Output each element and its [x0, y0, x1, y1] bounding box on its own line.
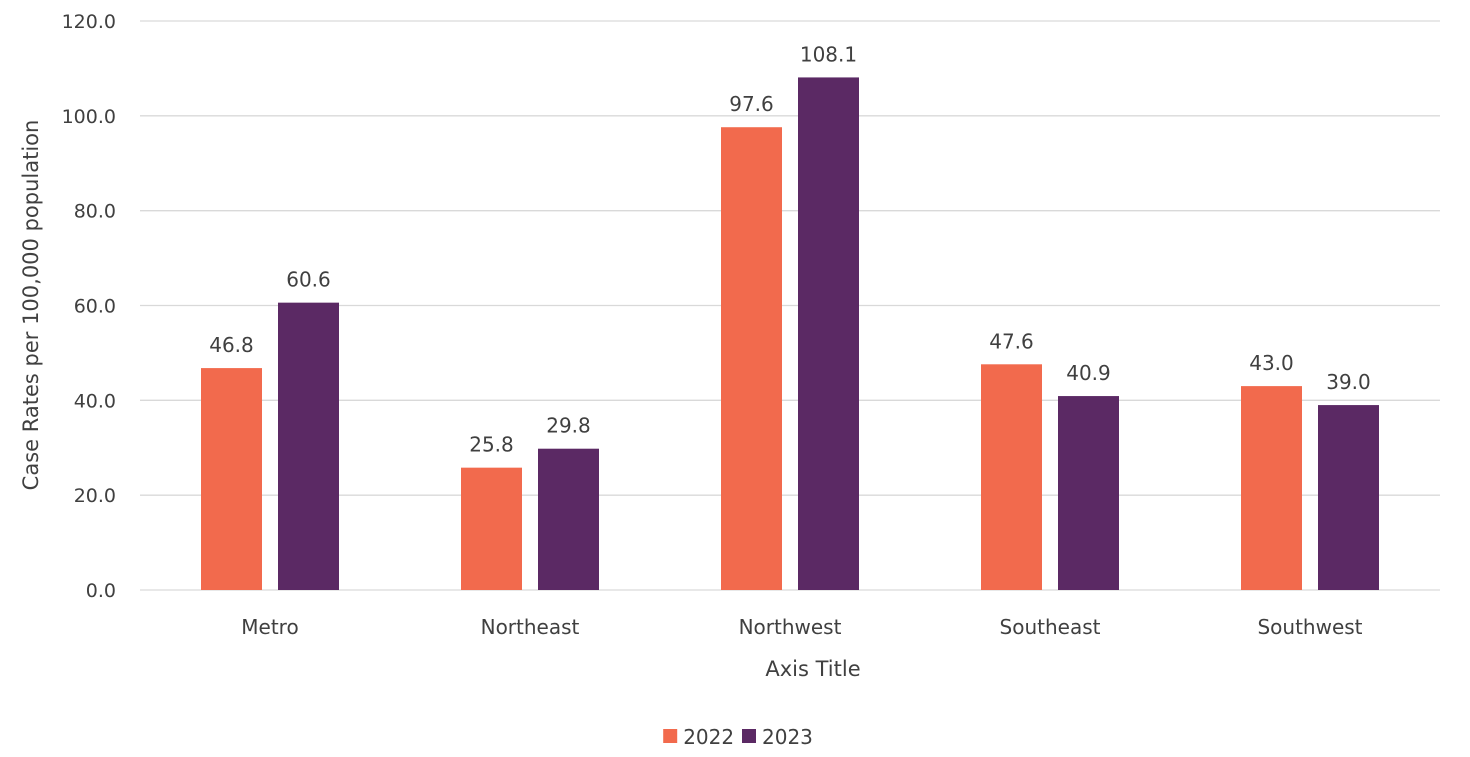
x-category-label: Metro	[241, 615, 298, 639]
data-labels: 46.8 60.6 25.8 29.8 97.6 108.1 47.6 40.9 43.0 39.…	[209, 42, 1371, 456]
x-category-label: Southeast	[1000, 615, 1101, 639]
y-axis-ticks: 0.0 20.0 40.0 60.0 80.0 100.0 120.0	[62, 11, 116, 602]
legend: 2022 2023	[663, 725, 813, 749]
bar-2023-northwest	[798, 77, 859, 590]
bar-2023-metro	[278, 302, 339, 590]
legend-label: 2023	[762, 725, 813, 749]
data-label: 39.0	[1326, 370, 1371, 394]
y-tick-label: 0.0	[86, 580, 116, 602]
x-category-label: Northwest	[739, 615, 842, 639]
x-category-label: Southwest	[1257, 615, 1362, 639]
y-tick-label: 40.0	[74, 390, 116, 412]
bar-2022-southwest	[1241, 386, 1302, 590]
data-label: 97.6	[729, 92, 774, 116]
legend-swatch-2023	[742, 729, 756, 743]
data-label: 29.8	[546, 414, 591, 438]
y-tick-label: 20.0	[74, 485, 116, 507]
data-label: 60.6	[286, 268, 331, 292]
data-label: 108.1	[800, 42, 857, 66]
bar-2022-metro	[201, 368, 262, 590]
data-label: 25.8	[469, 433, 514, 457]
bar-2022-southeast	[981, 364, 1042, 590]
legend-label: 2022	[683, 725, 734, 749]
x-category-label: Northeast	[481, 615, 580, 639]
y-tick-label: 80.0	[74, 201, 116, 223]
bar-2023-southeast	[1058, 396, 1119, 590]
legend-swatch-2022	[663, 729, 678, 743]
x-axis-title: Axis Title	[765, 657, 860, 681]
data-label: 46.8	[209, 333, 254, 357]
y-axis-title: Case Rates per 100,000 population	[19, 120, 43, 491]
data-label: 47.6	[989, 329, 1034, 353]
y-tick-label: 100.0	[62, 106, 116, 128]
data-label: 40.9	[1066, 361, 1111, 385]
bar-2022-northeast	[461, 467, 522, 590]
y-tick-label: 60.0	[74, 296, 116, 318]
x-axis-categories: Metro Northeast Northwest Southeast Southwes…	[241, 615, 1362, 639]
bar-2023-northeast	[538, 448, 599, 590]
bars	[201, 77, 1379, 591]
y-tick-label: 120.0	[62, 11, 116, 33]
data-label: 43.0	[1249, 351, 1294, 375]
gridlines	[140, 20, 1440, 591]
bar-2023-southwest	[1318, 405, 1379, 590]
bar-2022-northwest	[721, 127, 782, 591]
